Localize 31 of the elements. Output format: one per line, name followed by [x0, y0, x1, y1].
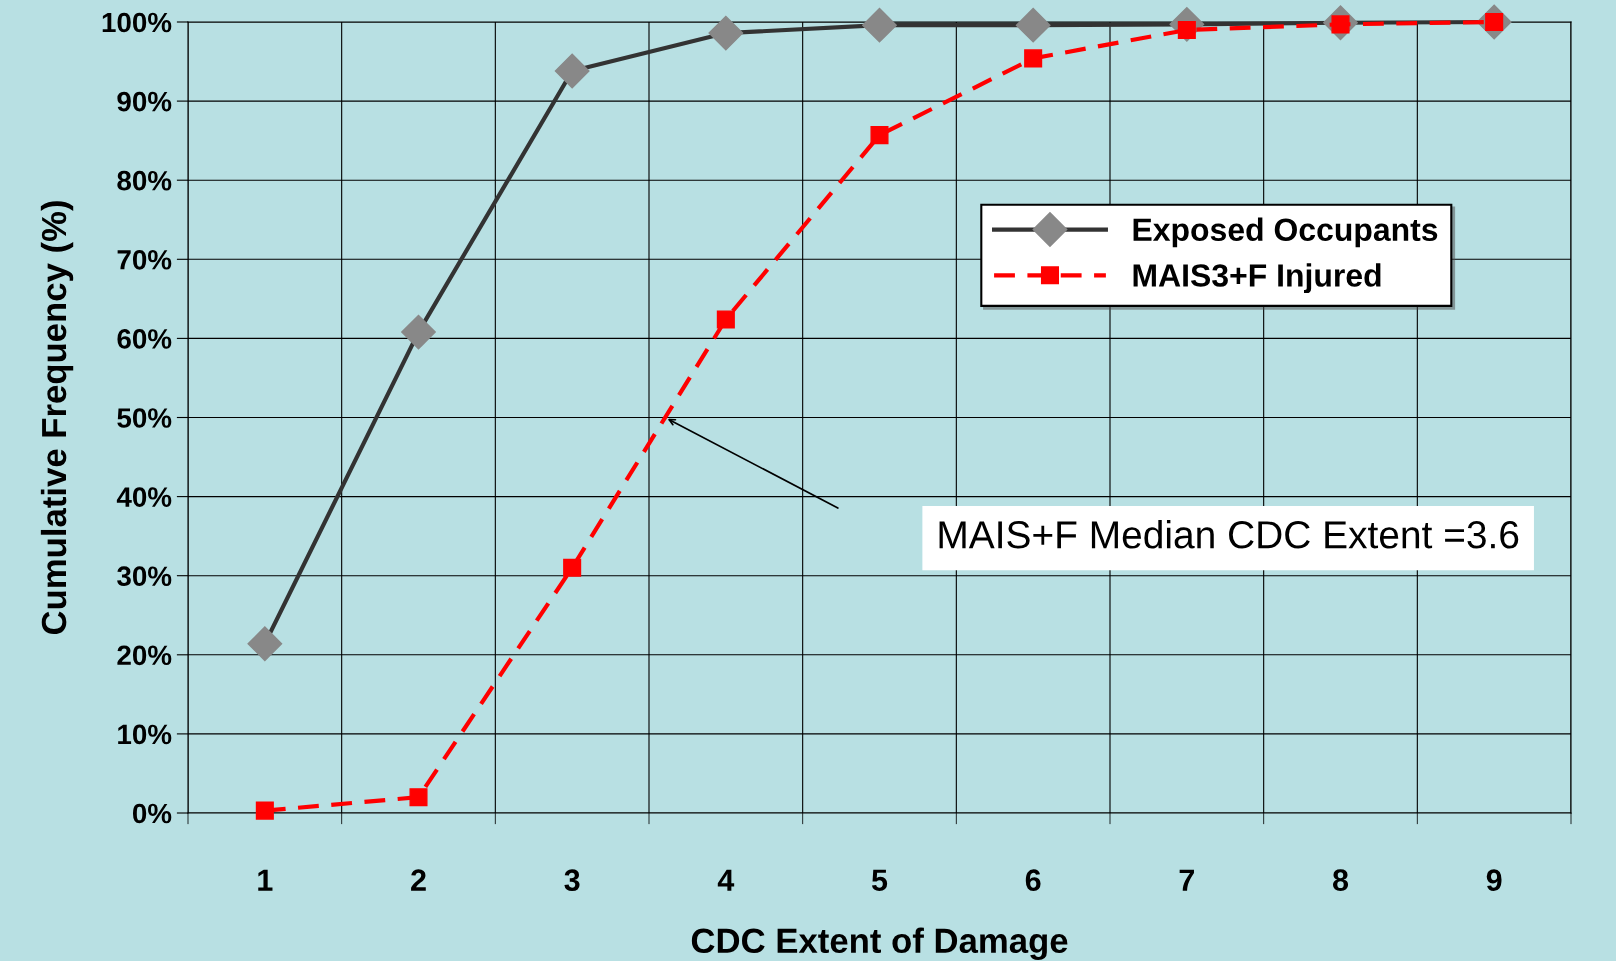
y-tick-label: 60% [117, 329, 172, 349]
y-tick-label: 90% [117, 91, 172, 112]
point [716, 310, 735, 329]
y-axis-title: Cumulative Frequency (%) [40, 201, 74, 635]
x-tick-label: 2 [411, 869, 426, 891]
x-tick-label: 9 [1486, 869, 1502, 891]
x-tick-label: 4 [717, 869, 735, 891]
y-tick-label: 10% [118, 724, 172, 745]
point [870, 126, 889, 145]
point [563, 558, 582, 577]
y-tick-label: 70% [117, 249, 172, 270]
legend-label: Exposed Occupants [1133, 217, 1438, 248]
point [409, 788, 428, 807]
x-tick-label: 5 [871, 869, 888, 891]
y-tick-label: 30% [117, 566, 172, 587]
annotation: MAIS+F Median CDC Extent =3.6 [939, 520, 1519, 549]
point [255, 801, 274, 820]
legend-label: MAIS3+F Injured [1133, 263, 1381, 294]
x-axis-title: CDC Extent of Damage [691, 927, 1068, 961]
x-tick-label: 3 [564, 869, 580, 892]
x-tick-label: 1 [258, 869, 273, 891]
x-tick-label: 6 [1025, 869, 1041, 891]
x-tick-label: 8 [1332, 869, 1349, 891]
point [1024, 49, 1043, 68]
y-tick-label: 80% [117, 170, 172, 191]
y-tick-label: 100% [102, 12, 172, 33]
y-tick-label: 0% [132, 803, 172, 824]
y-tick-label: 40% [116, 487, 172, 507]
y-tick-label: 50% [117, 408, 172, 428]
x-tick-label: 7 [1179, 869, 1194, 891]
y-tick-label: 20% [117, 645, 172, 666]
